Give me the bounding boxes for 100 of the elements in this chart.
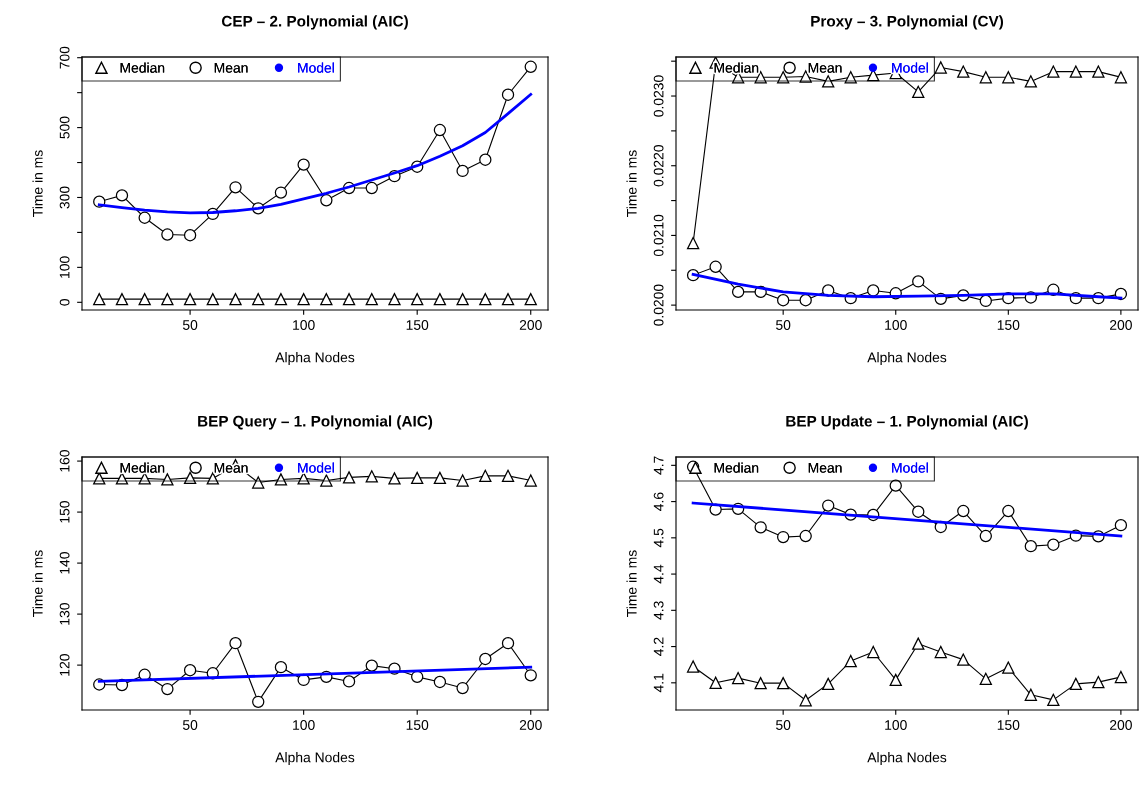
point <box>342 471 356 484</box>
point <box>524 669 537 682</box>
point <box>456 292 469 306</box>
x-axis-title: Alpha Nodes <box>867 752 947 766</box>
point <box>934 645 947 659</box>
point <box>912 85 925 99</box>
y-tick-label: 4.7 <box>653 456 664 475</box>
point <box>388 472 401 485</box>
point <box>1114 518 1128 532</box>
y-tick-label: 4.5 <box>653 528 664 548</box>
point <box>479 292 492 306</box>
point <box>183 229 197 242</box>
point <box>161 292 174 306</box>
point <box>1002 504 1015 518</box>
point <box>456 164 469 178</box>
point <box>889 673 902 687</box>
point <box>115 189 129 202</box>
point <box>731 285 745 299</box>
y-tick-label: 4.1 <box>653 673 664 693</box>
point <box>1069 677 1083 691</box>
point <box>456 474 469 487</box>
point <box>1069 65 1083 78</box>
point <box>501 292 515 306</box>
point <box>479 652 492 666</box>
point <box>844 654 857 668</box>
point <box>433 471 447 485</box>
y-tick-label: 0 <box>59 298 70 306</box>
point <box>957 504 970 518</box>
x-axis-title: Alpha Nodes <box>275 352 355 366</box>
point <box>957 653 970 666</box>
point <box>1114 670 1128 684</box>
point <box>433 292 447 306</box>
x-axis-title: Alpha Nodes <box>867 352 947 366</box>
point <box>867 645 880 659</box>
y-tick-label: 500 <box>59 116 70 139</box>
legend-label: Model <box>298 62 334 73</box>
point <box>776 676 790 690</box>
point <box>524 292 537 306</box>
point <box>1114 71 1128 84</box>
point <box>433 123 447 137</box>
point <box>206 292 219 306</box>
y-tick-label: 4.4 <box>653 564 664 584</box>
x-axis-title: Alpha Nodes <box>275 752 355 766</box>
y-tick-label: 4.3 <box>653 601 664 620</box>
y-tick-label: 0.0210 <box>653 214 664 257</box>
y-tick-label: 300 <box>59 186 70 209</box>
point <box>297 292 310 306</box>
point <box>957 65 970 78</box>
point <box>867 284 880 297</box>
x-tick-label: 200 <box>519 720 542 730</box>
point <box>686 660 700 673</box>
point <box>274 292 288 306</box>
point <box>979 672 992 686</box>
x-tick-label: 200 <box>519 320 542 330</box>
point <box>934 61 947 74</box>
point <box>411 670 424 684</box>
y-tick-label: 120 <box>59 654 70 676</box>
point <box>1092 65 1105 78</box>
point <box>433 675 447 689</box>
legend-label: Mean <box>214 63 248 73</box>
point <box>912 505 925 518</box>
point <box>183 664 197 677</box>
point <box>411 292 424 306</box>
point <box>1047 693 1060 707</box>
y-axis-title: Time in ms <box>32 150 43 217</box>
point <box>524 60 537 73</box>
point <box>365 659 378 672</box>
point <box>342 675 356 688</box>
point <box>912 637 925 650</box>
point <box>320 194 333 207</box>
point <box>365 181 378 195</box>
point <box>754 521 767 534</box>
point <box>979 294 992 308</box>
point <box>161 682 174 696</box>
point <box>1092 675 1105 689</box>
point <box>138 211 151 224</box>
legend-label: Model <box>892 62 928 73</box>
point <box>138 292 151 306</box>
x-tick-label: 50 <box>776 720 791 730</box>
point <box>524 474 537 487</box>
point <box>456 681 469 695</box>
x-tick-label: 150 <box>406 720 429 730</box>
y-tick-label: 100 <box>59 256 70 278</box>
x-tick-label: 150 <box>997 720 1020 730</box>
point <box>799 694 812 707</box>
chart-title: Proxy – 3. Polynomial (CV) <box>811 15 1004 30</box>
point <box>297 158 310 171</box>
chart-title: BEP Update – 1. Polynomial (AIC) <box>786 415 1028 430</box>
y-axis-title: Time in ms <box>626 550 637 617</box>
x-tick-label: 100 <box>885 320 907 330</box>
chart-title: BEP Query – 1. Polynomial (AIC) <box>198 415 433 430</box>
y-tick-label: 0.0200 <box>653 284 664 326</box>
legend-label: Model <box>892 462 928 473</box>
y-tick-label: 4.6 <box>653 492 664 511</box>
point <box>388 292 401 306</box>
point <box>1024 688 1038 701</box>
point <box>252 695 265 709</box>
point <box>912 275 925 288</box>
x-tick-label: 200 <box>1110 320 1132 330</box>
x-tick-label: 100 <box>885 720 907 730</box>
